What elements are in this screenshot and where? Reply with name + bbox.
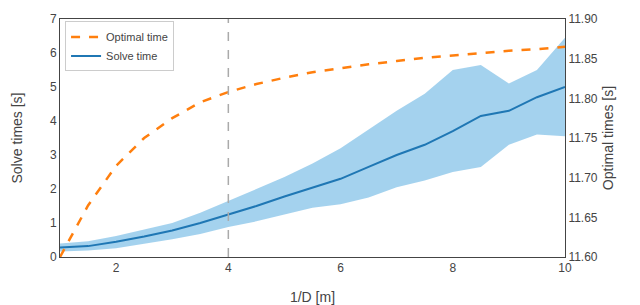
- svg-text:8: 8: [449, 261, 456, 275]
- svg-text:1/D [m]: 1/D [m]: [290, 289, 335, 305]
- svg-text:Solve times [s]: Solve times [s]: [9, 92, 25, 183]
- svg-text:7: 7: [50, 12, 57, 26]
- svg-text:6: 6: [337, 261, 344, 275]
- svg-text:11.90: 11.90: [568, 12, 597, 26]
- svg-text:Optimal times [s]: Optimal times [s]: [600, 86, 616, 190]
- svg-text:11.75: 11.75: [568, 131, 597, 145]
- svg-text:Optimal time: Optimal time: [106, 31, 168, 43]
- svg-text:11.85: 11.85: [568, 52, 597, 66]
- svg-text:4: 4: [50, 114, 57, 128]
- svg-text:5: 5: [50, 80, 57, 94]
- svg-text:11.60: 11.60: [568, 250, 597, 264]
- svg-text:1: 1: [50, 216, 57, 230]
- svg-text:11.70: 11.70: [568, 171, 597, 185]
- svg-text:2: 2: [50, 182, 57, 196]
- svg-text:3: 3: [50, 148, 57, 162]
- svg-text:6: 6: [50, 46, 57, 60]
- svg-text:Solve time: Solve time: [106, 50, 157, 62]
- svg-text:11.80: 11.80: [568, 92, 597, 106]
- svg-text:11.65: 11.65: [568, 211, 597, 225]
- svg-text:4: 4: [225, 261, 232, 275]
- svg-text:2: 2: [113, 261, 120, 275]
- svg-text:0: 0: [50, 250, 57, 264]
- svg-text:10: 10: [558, 261, 572, 275]
